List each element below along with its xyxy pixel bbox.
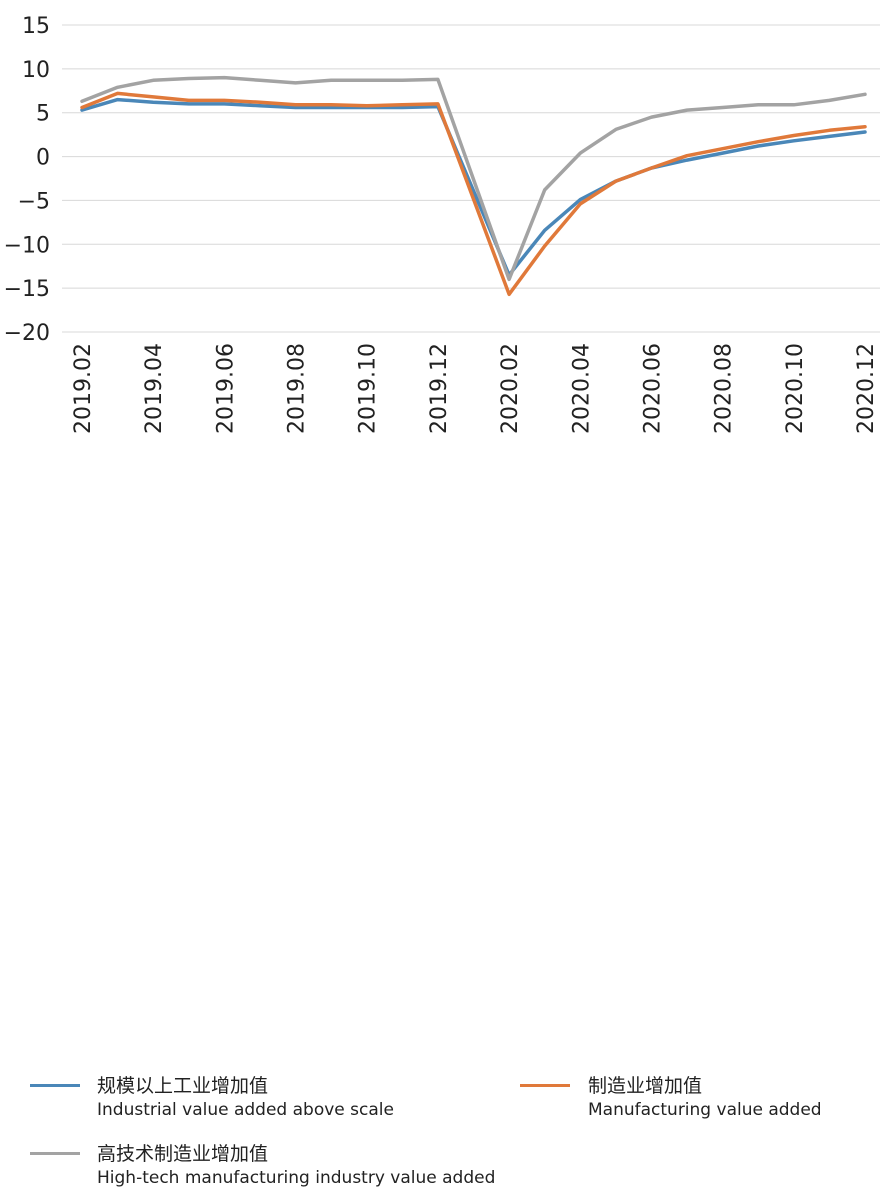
series-line-2	[80, 75, 867, 282]
y-tick-label: −10	[4, 233, 50, 258]
legend-label-manufacturing-cn: 制造业增加值	[588, 1075, 703, 1097]
legend-label-hightech-en: High-tech manufacturing industry value a…	[97, 1168, 496, 1188]
series-line-1	[80, 91, 867, 297]
y-tick-label: 0	[36, 146, 50, 171]
x-tick-label: 2019.02	[71, 343, 96, 434]
x-tick-label: 2020.08	[712, 343, 737, 434]
legend-swatch-industrial	[30, 1084, 80, 1087]
y-tick-label: 5	[36, 102, 50, 127]
y-tick-label: −20	[4, 321, 50, 346]
x-tick-label: 2020.04	[569, 343, 594, 434]
chart-svg: 15 10 5 0 −5 −10 −15 −20 2019.02 2019.04 2019.06 20…	[4, 14, 880, 434]
legend-label-industrial-en: Industrial value added above scale	[97, 1100, 394, 1120]
x-tick-label: 2020.12	[854, 343, 879, 434]
x-tick-label: 2019.12	[427, 343, 452, 434]
x-tick-label: 2019.04	[142, 343, 167, 434]
series-line-0	[80, 97, 867, 277]
line-chart: 15 10 5 0 −5 −10 −15 −20 2019.02 2019.04 2019.06 20…	[4, 14, 880, 1188]
legend-label-industrial-cn: 规模以上工业增加值	[97, 1075, 269, 1097]
x-tick-label: 2019.10	[356, 343, 381, 434]
legend-label-manufacturing-en: Manufacturing value added	[588, 1100, 822, 1120]
y-tick-label: 10	[22, 58, 50, 83]
legend-swatch-hightech	[30, 1152, 80, 1155]
x-tick-label: 2020.02	[498, 343, 523, 434]
y-tick-label: −15	[4, 277, 50, 302]
y-tick-label: −5	[18, 189, 50, 214]
legend-label-hightech-cn: 高技术制造业增加值	[97, 1143, 269, 1165]
x-tick-label: 2019.08	[285, 343, 310, 434]
x-tick-label: 2020.06	[640, 343, 665, 434]
y-tick-label: 15	[22, 14, 50, 39]
legend-swatch-manufacturing	[520, 1084, 570, 1087]
x-tick-label: 2020.10	[783, 343, 808, 434]
x-tick-label: 2019.06	[213, 343, 238, 434]
